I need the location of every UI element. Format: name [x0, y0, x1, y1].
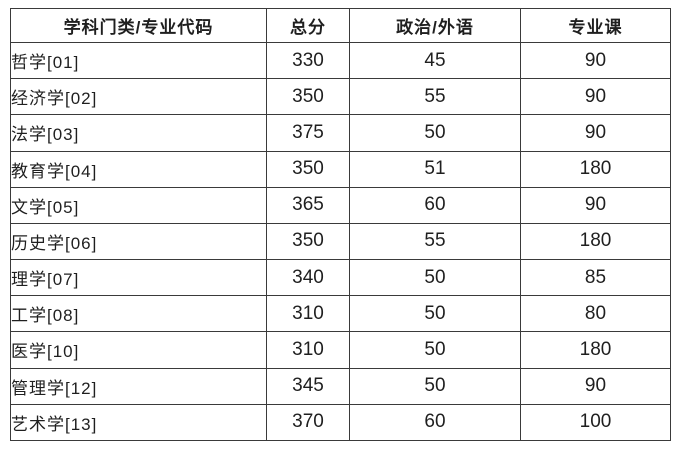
- category-cell: 经济学[02]: [10, 78, 267, 116]
- politics-foreign-cell: 45: [349, 41, 521, 80]
- total-score-cell: 365: [266, 186, 350, 224]
- major-course-cell: 90: [520, 114, 671, 152]
- category-cell: 工学[08]: [10, 295, 267, 333]
- total-score-cell: 370: [266, 403, 350, 442]
- category-cell: 理学[07]: [10, 259, 267, 297]
- table-row: 医学[10] 310 50 180: [10, 331, 671, 369]
- table-row: 工学[08] 310 50 80: [10, 295, 671, 333]
- total-score-cell: 350: [266, 150, 350, 188]
- politics-foreign-cell: 50: [349, 295, 521, 333]
- politics-foreign-cell: 51: [349, 150, 521, 188]
- score-cutoff-table: 学科门类/专业代码 总分 政治/外语 专业课 哲学[01] 330 45 90 经济学[…: [10, 8, 671, 442]
- col-header-major-course: 专业课: [520, 8, 671, 43]
- major-course-cell: 90: [520, 41, 671, 80]
- category-cell: 教育学[04]: [10, 150, 267, 188]
- header-row: 学科门类/专业代码 总分 政治/外语 专业课: [10, 8, 671, 43]
- col-header-total-score: 总分: [266, 8, 350, 43]
- table-row: 教育学[04] 350 51 180: [10, 150, 671, 188]
- category-cell: 哲学[01]: [10, 41, 267, 80]
- table-row: 管理学[12] 345 50 90: [10, 367, 671, 405]
- table-row: 经济学[02] 350 55 90: [10, 78, 671, 116]
- total-score-cell: 310: [266, 331, 350, 369]
- category-cell: 管理学[12]: [10, 367, 267, 405]
- category-cell: 医学[10]: [10, 331, 267, 369]
- table-row: 历史学[06] 350 55 180: [10, 222, 671, 261]
- category-cell: 法学[03]: [10, 114, 267, 152]
- politics-foreign-cell: 50: [349, 259, 521, 297]
- table-row: 理学[07] 340 50 85: [10, 259, 671, 297]
- col-header-politics-foreign: 政治/外语: [349, 8, 521, 43]
- table-row: 法学[03] 375 50 90: [10, 114, 671, 152]
- major-course-cell: 85: [520, 259, 671, 297]
- table-body: 哲学[01] 330 45 90 经济学[02] 350 55 90 法学[03] 375 50 90…: [10, 41, 671, 442]
- total-score-cell: 350: [266, 222, 350, 261]
- total-score-cell: 375: [266, 114, 350, 152]
- politics-foreign-cell: 60: [349, 186, 521, 224]
- table-row: 艺术学[13] 370 60 100: [10, 403, 671, 442]
- politics-foreign-cell: 55: [349, 78, 521, 116]
- category-cell: 艺术学[13]: [10, 403, 267, 442]
- total-score-cell: 330: [266, 41, 350, 80]
- table-row: 哲学[01] 330 45 90: [10, 41, 671, 80]
- major-course-cell: 180: [520, 150, 671, 188]
- total-score-cell: 340: [266, 259, 350, 297]
- major-course-cell: 100: [520, 403, 671, 442]
- major-course-cell: 80: [520, 295, 671, 333]
- major-course-cell: 90: [520, 186, 671, 224]
- major-course-cell: 90: [520, 367, 671, 405]
- major-course-cell: 180: [520, 331, 671, 369]
- total-score-cell: 310: [266, 295, 350, 333]
- total-score-cell: 345: [266, 367, 350, 405]
- category-cell: 文学[05]: [10, 186, 267, 224]
- politics-foreign-cell: 50: [349, 367, 521, 405]
- total-score-cell: 350: [266, 78, 350, 116]
- col-header-category: 学科门类/专业代码: [10, 8, 267, 43]
- table-row: 文学[05] 365 60 90: [10, 186, 671, 224]
- politics-foreign-cell: 50: [349, 331, 521, 369]
- major-course-cell: 180: [520, 222, 671, 261]
- politics-foreign-cell: 60: [349, 403, 521, 442]
- major-course-cell: 90: [520, 78, 671, 116]
- politics-foreign-cell: 55: [349, 222, 521, 261]
- politics-foreign-cell: 50: [349, 114, 521, 152]
- category-cell: 历史学[06]: [10, 222, 267, 261]
